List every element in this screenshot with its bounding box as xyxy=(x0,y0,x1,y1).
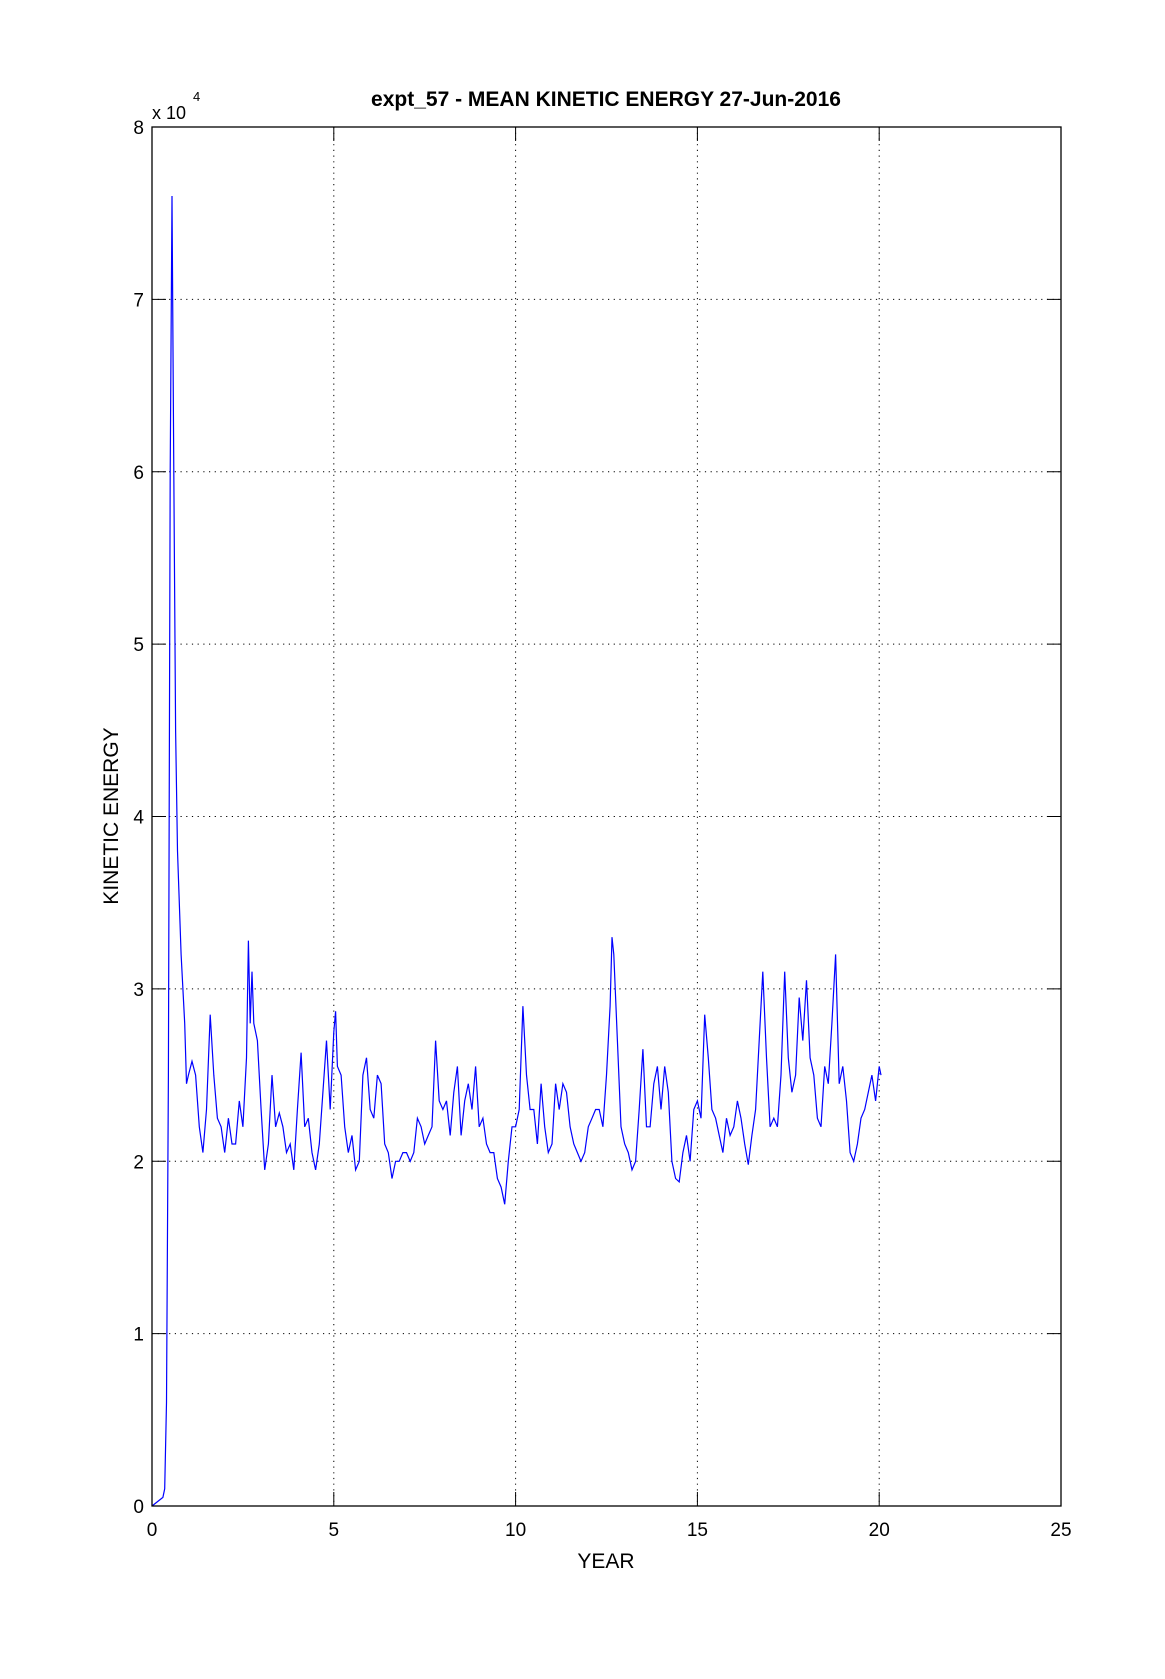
y-multiplier-exponent: 4 xyxy=(193,89,200,104)
x-tick-label: 5 xyxy=(329,1520,340,1541)
y-tick-label: 5 xyxy=(133,635,144,656)
y-tick-label: 4 xyxy=(133,808,144,829)
y-tick-label: 1 xyxy=(133,1325,144,1346)
x-tick-label: 20 xyxy=(869,1520,890,1541)
y-multiplier: x 10 xyxy=(152,103,186,123)
x-axis-label: YEAR xyxy=(577,1550,634,1573)
axis-ticks: 0 5 10 15 20 25 0 1 2 3 4 5 6 7 8 xyxy=(133,118,1071,1541)
x-tick-label: 10 xyxy=(505,1520,526,1541)
y-tick-label: 6 xyxy=(133,463,144,484)
series-line xyxy=(151,195,882,1507)
y-tick-label: 8 xyxy=(133,118,144,139)
plot-frame xyxy=(151,126,1062,1507)
grid-lines xyxy=(152,127,1061,1506)
y-tick-label: 0 xyxy=(133,1497,144,1518)
chart-title: expt_57 - MEAN KINETIC ENERGY 27-Jun-201… xyxy=(371,88,841,111)
x-tick-label: 0 xyxy=(147,1520,158,1541)
y-tick-label: 7 xyxy=(133,290,144,311)
y-tick-label: 3 xyxy=(133,980,144,1001)
y-tick-label: 2 xyxy=(133,1152,144,1173)
x-tick-label: 15 xyxy=(687,1520,708,1541)
x-tick-label: 25 xyxy=(1050,1520,1071,1541)
y-axis-label: KINETIC ENERGY xyxy=(100,727,123,904)
